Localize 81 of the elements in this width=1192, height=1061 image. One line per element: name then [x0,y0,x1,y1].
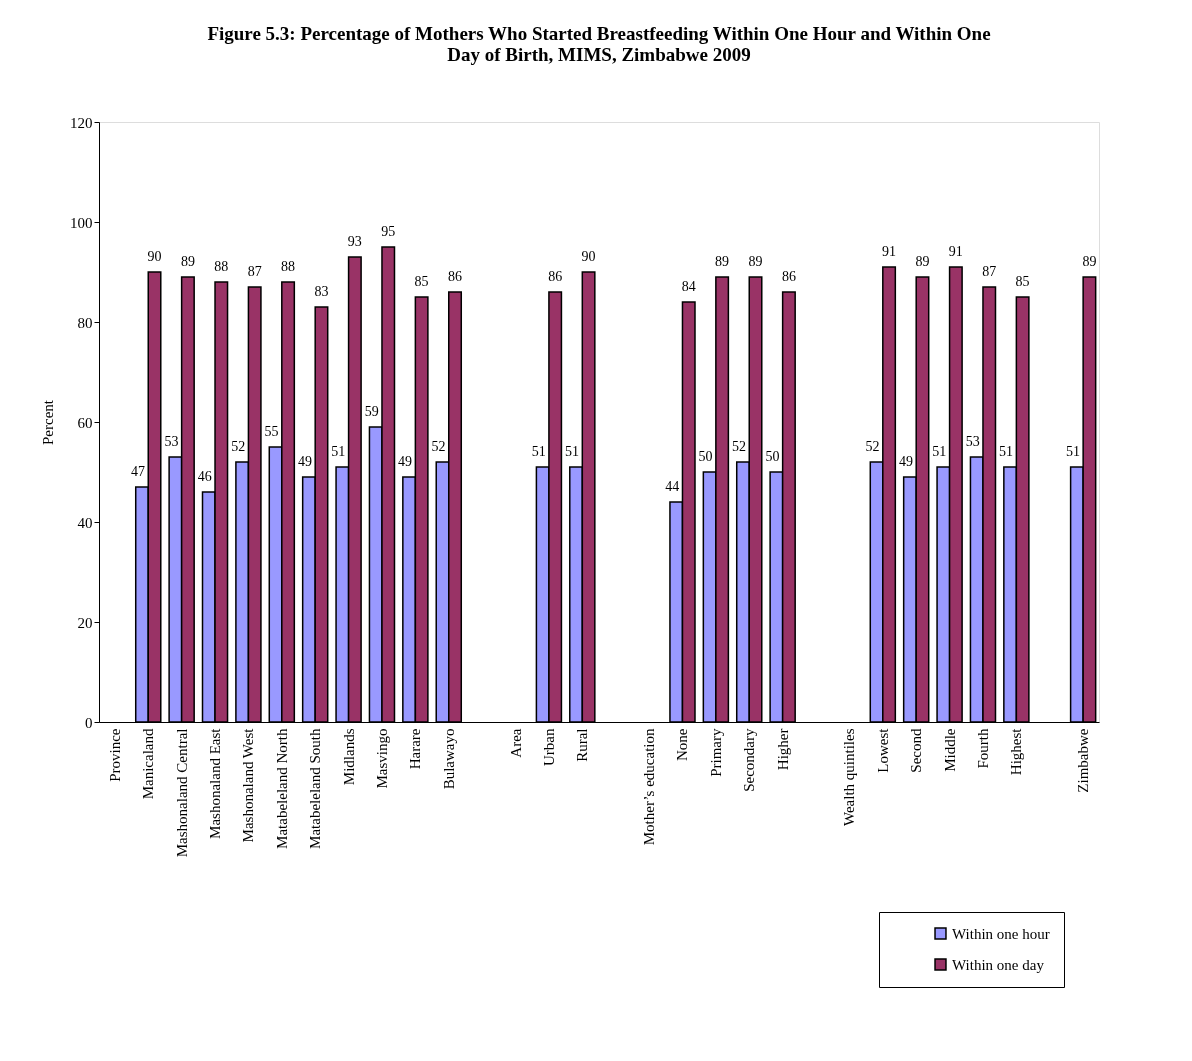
y-tick-label: 20 [77,614,93,631]
data-label: 89 [1082,254,1097,269]
x-tick-label: Bulawayo [440,728,457,790]
x-tick-label: Mashonaland Central [173,728,190,858]
data-label: 85 [414,274,429,289]
data-label: 89 [180,254,195,269]
data-label: 90 [581,249,596,264]
data-label: 46 [197,469,212,484]
data-label: 52 [431,439,446,454]
x-tick-label: Urban [540,728,557,766]
y-tick-label: 120 [70,114,93,131]
x-tick-label: Area [507,728,524,758]
x-tick-label: Midlands [340,728,357,786]
x-tick-label: Secondary [741,728,758,792]
x-tick-label: Wealth quintiles [841,728,858,827]
data-label: 85 [1015,274,1030,289]
y-tick-label: 100 [70,214,93,231]
data-label: 49 [898,454,913,469]
data-label: 49 [398,454,413,469]
data-label: 52 [231,439,246,454]
data-label: 50 [765,449,780,464]
data-label: 59 [364,404,379,419]
data-label: 52 [731,439,746,454]
data-label: 44 [665,479,680,494]
y-tick-label: 40 [77,514,93,531]
x-tick-label: Lowest [874,727,891,773]
data-label: 89 [748,254,763,269]
y-axis-title: Percent [40,399,56,445]
data-label: 86 [781,269,796,284]
x-tick-label: Second [908,728,925,773]
data-label: 86 [448,269,463,284]
x-tick-label: Matabeleland North [273,728,290,849]
data-label: 83 [314,284,329,299]
x-tick-label: Zimbabwe [1075,728,1092,793]
x-tick-label: Manicaland [140,728,157,800]
data-label: 51 [999,444,1014,459]
x-tick-label: Matabeleland South [307,728,324,849]
data-label: 52 [865,439,880,454]
x-tick-label: Harare [407,728,424,770]
x-tick-label: None [674,728,691,761]
y-tick-label: 0 [85,714,93,731]
data-label: 95 [381,224,396,239]
data-label: 51 [565,444,580,459]
x-tick-label: Rural [574,728,591,762]
data-label: 84 [681,279,696,294]
data-label: 89 [715,254,730,269]
x-tick-label: Higher [774,728,791,771]
data-label: 87 [247,264,262,279]
data-label: 51 [1065,444,1080,459]
data-label: 47 [130,464,145,479]
legend-label: Within one hour [952,925,1050,942]
data-label: 55 [264,424,279,439]
x-tick-label: Primary [707,728,724,777]
data-label: 87 [982,264,997,279]
x-tick-label: Middle [941,728,958,772]
x-tick-label: Mashonaland East [207,727,224,839]
data-label: 51 [531,444,546,459]
y-tick-label: 60 [77,414,93,431]
x-tick-label: Province [106,728,123,782]
data-label: 49 [297,454,312,469]
data-label: 89 [915,254,930,269]
data-label: 86 [548,269,563,284]
data-label: 88 [281,259,296,274]
x-tick-label: Fourth [974,728,991,769]
chart-title: Figure 5.3: Percentage of Mothers Who Started Breastfeeding Within One Hour and Within One Day of Birth, MIMS, Zimbabwe 2009 [207,23,991,65]
legend-label: Within one day [952,956,1045,973]
x-tick-label: Mother’s education [641,728,658,846]
data-label: 91 [948,244,963,259]
data-label: 88 [214,259,229,274]
data-label: 93 [347,234,362,249]
data-label: 53 [164,434,179,449]
x-tick-label: Mashonaland West [240,727,257,843]
data-label: 50 [698,449,713,464]
x-tick-label: Highest [1008,727,1025,776]
data-label: 90 [147,249,162,264]
data-label: 53 [965,434,980,449]
y-tick-label: 80 [77,314,93,331]
data-label: 51 [932,444,947,459]
x-tick-label: Masvingo [373,728,390,789]
data-label: 51 [331,444,346,459]
data-label: 91 [882,244,897,259]
